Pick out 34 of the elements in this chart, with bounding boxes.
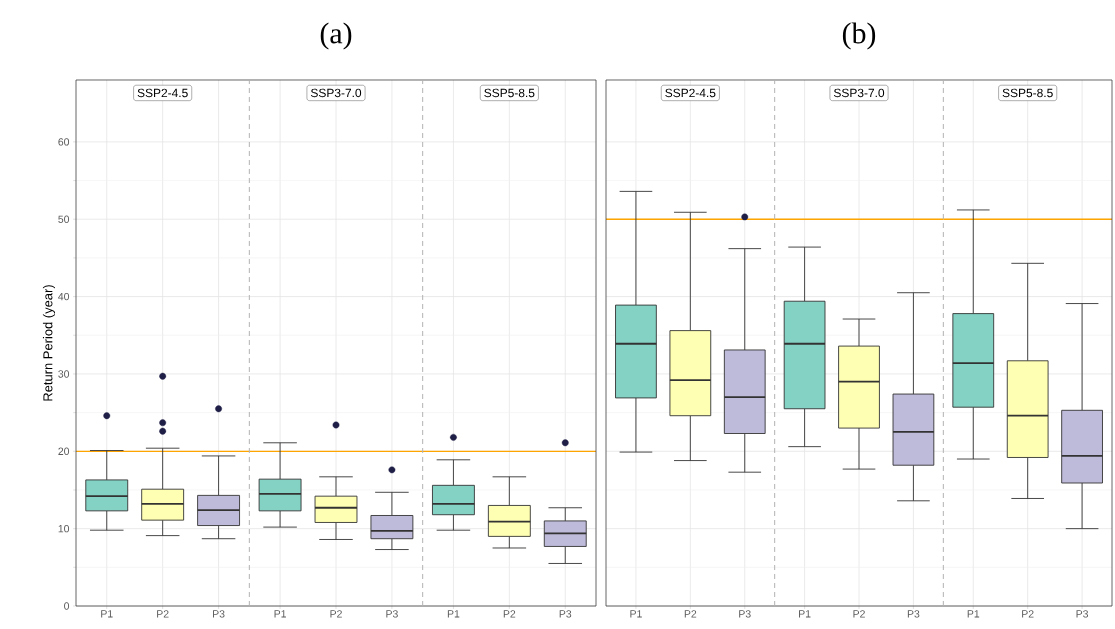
x-tick-label: P2 xyxy=(330,610,342,618)
x-tick-label: P2 xyxy=(853,610,865,618)
x-tick-label: P3 xyxy=(559,610,572,618)
text: SSP3-7.0 xyxy=(310,88,362,98)
y-tick-label: 40 xyxy=(58,292,70,301)
x-tick-label: P1 xyxy=(967,610,980,618)
text: SSP3-7.0 xyxy=(833,88,885,98)
x-tick-label: P3 xyxy=(739,610,751,618)
x-tick-label: P3 xyxy=(386,610,398,618)
x-tick-label: P1 xyxy=(274,610,286,618)
text: (b) xyxy=(842,22,876,50)
x-tick-label: P3 xyxy=(213,610,225,618)
x-tick-label: P2 xyxy=(503,610,516,618)
y-tick-label: 30 xyxy=(58,370,70,378)
y-tick-label: 60 xyxy=(58,138,70,146)
x-tick-label: P2 xyxy=(684,610,697,618)
text: SSP2-4.5 xyxy=(665,88,716,98)
y-tick-label: 10 xyxy=(58,524,70,533)
text: SSP2-4.5 xyxy=(137,88,188,98)
y-tick-label: 50 xyxy=(58,215,70,223)
x-tick-label: P3 xyxy=(907,610,920,618)
y-tick-label: 0 xyxy=(64,602,70,610)
y-tick-label: 20 xyxy=(58,447,70,455)
x-tick-label: P2 xyxy=(1022,610,1034,618)
y-axis-title: Return Period (year) xyxy=(42,285,55,401)
text: (a) xyxy=(320,22,352,50)
x-tick-label: P1 xyxy=(447,610,460,618)
x-tick-label: P1 xyxy=(799,610,811,618)
x-tick-label: P3 xyxy=(1076,610,1089,618)
x-tick-label: P2 xyxy=(157,610,169,618)
text: SSP5-8.5 xyxy=(1002,88,1053,98)
text: SSP5-8.5 xyxy=(484,88,535,98)
x-tick-label: P1 xyxy=(101,610,113,618)
x-tick-label: P1 xyxy=(630,610,642,618)
